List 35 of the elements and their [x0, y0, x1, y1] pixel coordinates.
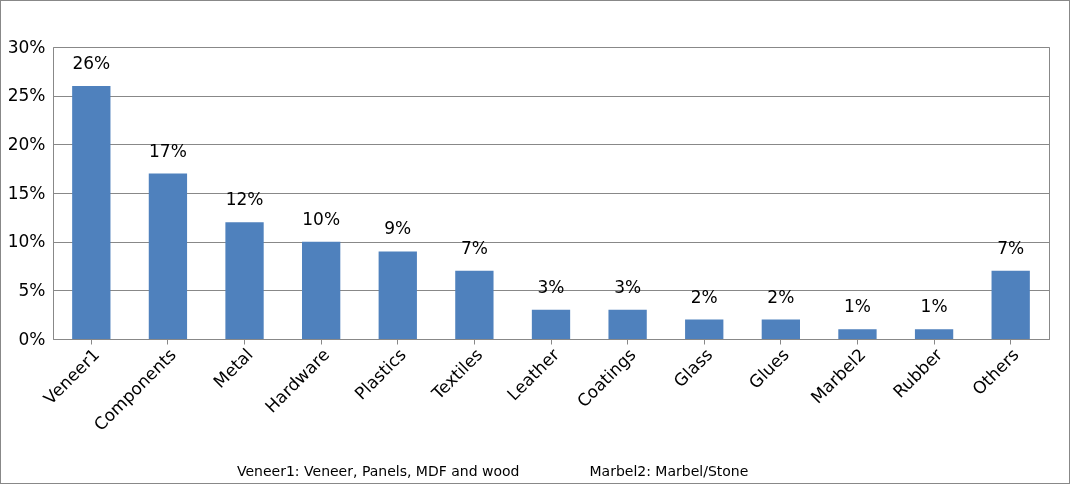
bar: [225, 222, 264, 339]
bar: [148, 173, 188, 339]
bar: [302, 241, 341, 339]
y-tick-label: 0%: [18, 328, 46, 349]
bar: [378, 251, 417, 339]
data-label: 10%: [302, 208, 341, 229]
y-tick-label: 15%: [7, 182, 46, 203]
bar: [914, 329, 954, 339]
y-tick-label: 20%: [7, 133, 46, 154]
bar: [991, 270, 1030, 339]
data-label: 9%: [384, 218, 412, 239]
data-label: 1%: [843, 296, 871, 317]
data-label: 7%: [460, 237, 488, 258]
data-label: 17%: [149, 140, 187, 161]
y-tick-label: 25%: [7, 85, 46, 106]
data-label: 2%: [690, 286, 718, 307]
y-tick-label: 30%: [7, 36, 46, 57]
bar: [455, 270, 494, 339]
data-label: 3%: [614, 276, 642, 297]
bar: [72, 85, 111, 339]
bar: [838, 329, 877, 339]
data-label: 2%: [767, 286, 795, 307]
text: Marbel2: Marbel/Stone: [589, 463, 749, 479]
bar: [685, 319, 724, 339]
bar: [761, 319, 800, 339]
bar: [531, 309, 571, 339]
bar: [608, 309, 647, 339]
data-label: 12%: [225, 189, 264, 210]
text: Veneer1: Veneer, Panels, MDF and wood: [237, 463, 520, 479]
data-label: 3%: [537, 276, 565, 297]
data-label: 7%: [997, 237, 1025, 258]
data-label: 1%: [920, 296, 948, 317]
data-label: 26%: [72, 52, 111, 73]
y-tick-label: 5%: [18, 279, 46, 300]
y-tick-label: 10%: [7, 231, 46, 252]
